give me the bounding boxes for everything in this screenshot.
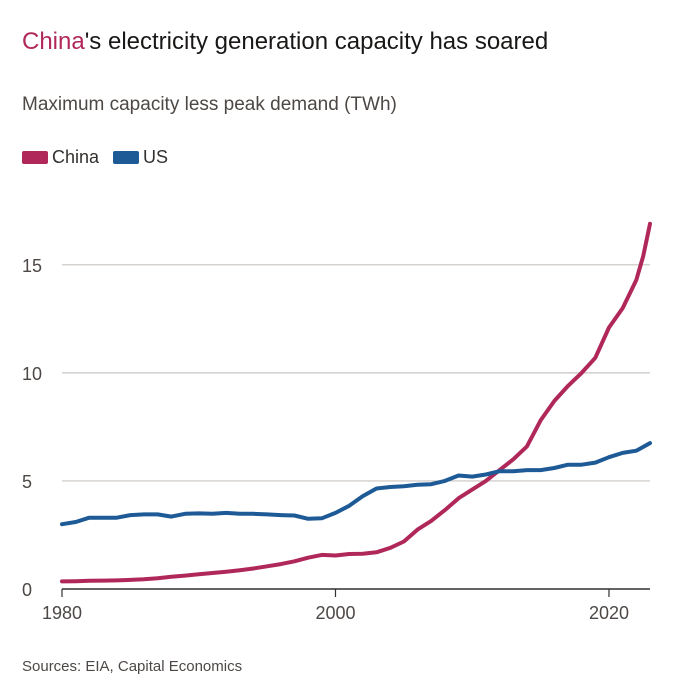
x-tick-label: 1980 [42,603,82,623]
chart-subtitle: Maximum capacity less peak demand (TWh) [22,94,397,115]
source-note: Sources: EIA, Capital Economics [22,658,243,675]
y-tick-label: 5 [22,472,32,492]
chart-legend: China US [22,147,182,168]
y-tick-label: 15 [22,256,42,276]
x-tick-label: 2020 [589,603,629,623]
chart-title-highlight: China [22,28,85,55]
series-line-us [60,441,652,527]
chart-title: China's electricity generation capacity … [22,28,548,56]
legend-label-us: US [143,147,169,167]
chart-title-rest: 's electricity generation capacity has s… [84,28,549,55]
legend-item-us: US [113,147,168,168]
legend-label-china: China [52,147,100,167]
x-tick-label: 2000 [315,603,355,623]
series-line-china [60,221,652,584]
legend-swatch-china [22,151,48,164]
legend-item-china: China [22,147,99,168]
legend-swatch-us [113,151,140,164]
y-tick-label: 10 [22,364,42,384]
y-tick-label: 0 [22,580,32,600]
